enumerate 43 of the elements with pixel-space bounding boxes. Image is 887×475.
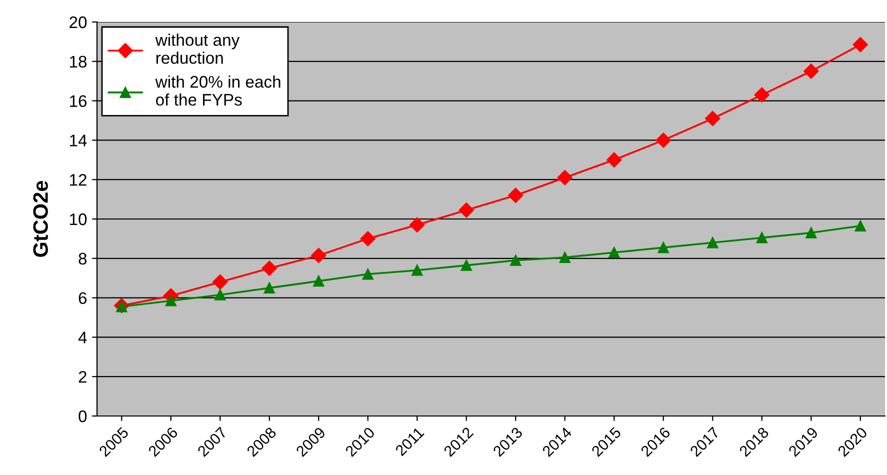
point — [508, 188, 524, 203]
point — [608, 246, 620, 258]
y-tick-label: 14 — [70, 134, 87, 146]
legend-label: without any reduction — [155, 34, 240, 64]
y-tick-label: 0 — [78, 410, 87, 422]
y-tick-label: 8 — [78, 252, 87, 265]
point — [754, 87, 770, 102]
y-tick-label: 4 — [78, 332, 87, 344]
point — [707, 237, 718, 248]
point — [656, 132, 671, 148]
point — [412, 264, 423, 276]
point — [460, 260, 472, 271]
y-tick-label: 2 — [78, 371, 86, 383]
point — [559, 252, 570, 263]
point — [756, 232, 768, 244]
point — [854, 220, 866, 232]
point — [658, 242, 669, 254]
point — [313, 276, 324, 287]
point — [804, 64, 819, 79]
point — [705, 110, 720, 126]
point — [214, 289, 226, 300]
point — [852, 37, 868, 52]
point — [410, 217, 425, 232]
y-tick-label: 6 — [78, 292, 87, 304]
point — [311, 248, 326, 264]
point — [557, 170, 572, 186]
y-tick-label: 12 — [70, 174, 86, 186]
y-tick-label: 10 — [70, 213, 87, 226]
point — [806, 227, 817, 238]
point — [212, 274, 228, 290]
y-tick-label: 20 — [70, 16, 87, 28]
y-tick-label: 16 — [70, 95, 87, 108]
point — [510, 254, 522, 266]
point — [360, 231, 376, 246]
point — [606, 152, 622, 168]
y-tick-label: 18 — [70, 56, 87, 68]
point — [458, 202, 474, 218]
point — [262, 260, 277, 276]
legend-label: with 20% in each of the FYPs — [155, 75, 280, 106]
point — [264, 282, 275, 294]
point — [165, 295, 176, 306]
y-axis-title: GtCO2e — [33, 180, 48, 257]
point — [362, 268, 374, 280]
